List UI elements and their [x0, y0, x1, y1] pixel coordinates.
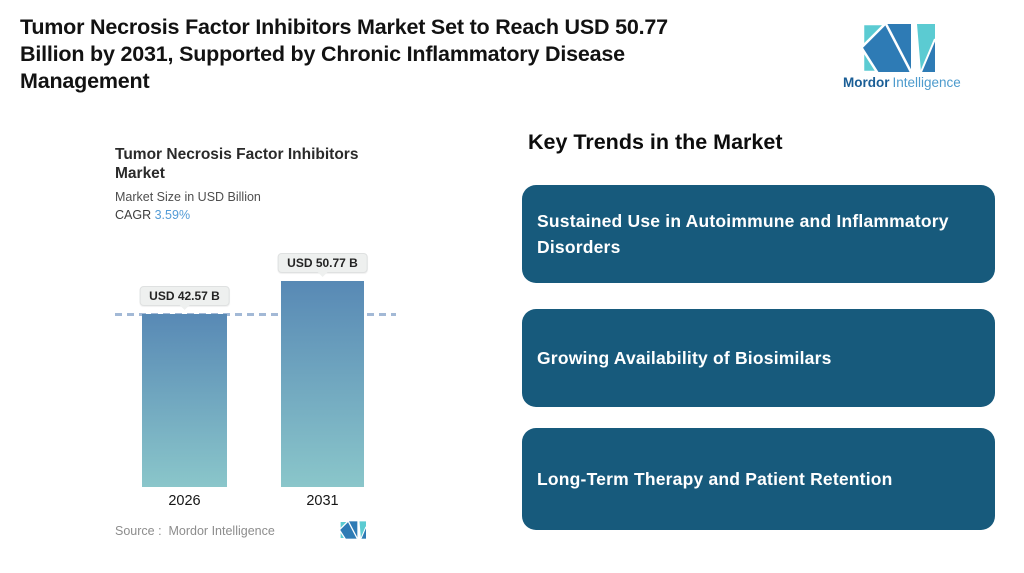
mordor-logo-mini-icon: [340, 520, 366, 540]
page-title-line-2: Billion by 2031, Supported by Chronic In…: [20, 42, 625, 66]
bar-value-label: USD 42.57 B: [139, 286, 230, 306]
brand-name-secondary: Intelligence: [892, 75, 961, 90]
trend-card-autoimmune: Sustained Use in Autoimmune and Inflamma…: [522, 185, 995, 283]
bar-2026: [142, 314, 227, 487]
trend-card-biosimilars: Growing Availability of Biosimilars: [522, 309, 995, 407]
trend-card-retention: Long-Term Therapy and Patient Retention: [522, 428, 995, 530]
x-axis-label: 2026: [168, 493, 201, 509]
page-title-line-3: Management: [20, 69, 150, 93]
reference-dashed-line: [115, 313, 396, 316]
cagr-label: CAGR: [115, 208, 152, 222]
key-trends-heading: Key Trends in the Market: [528, 130, 783, 154]
trend-card-label: Growing Availability of Biosimilars: [537, 347, 832, 368]
brand-name-primary: Mordor: [843, 75, 890, 90]
market-chart-panel: Tumor Necrosis Factor Inhibitors Market …: [115, 145, 405, 545]
mordor-logo: Mordor Intelligence: [843, 24, 961, 90]
bar-chart-plot: USD 42.57 B 2026 USD 50.77 B 2031: [115, 253, 400, 509]
bar-group-2026: USD 42.57 B 2026: [139, 255, 230, 509]
x-axis-label: 2031: [306, 493, 339, 509]
source-label: Source : Mordor Intelligence: [115, 524, 275, 538]
cagr-value: 3.59%: [154, 208, 191, 222]
trend-card-label: Sustained Use in Autoimmune and Inflamma…: [537, 210, 949, 257]
chart-title: Tumor Necrosis Factor Inhibitors Market: [115, 146, 359, 182]
mordor-logo-icon: [863, 24, 935, 72]
bar-2031: [281, 281, 364, 487]
bar-group-2031: USD 50.77 B 2031: [277, 253, 368, 509]
chart-subtitle: Market Size in USD Billion: [115, 190, 261, 204]
bar-value-label: USD 50.77 B: [277, 253, 368, 273]
source-row: Source : Mordor Intelligence: [115, 520, 400, 544]
page-title: Tumor Necrosis Factor Inhibitors Market …: [20, 14, 760, 95]
trend-card-label: Long-Term Therapy and Patient Retention: [537, 468, 893, 489]
page-title-line-1: Tumor Necrosis Factor Inhibitors Market …: [20, 15, 668, 39]
key-trends-panel: Key Trends in the Market Sustained Use i…: [522, 130, 995, 540]
mordor-logo-wordmark: Mordor Intelligence: [843, 75, 961, 90]
chart-cagr: CAGR 3.59%: [115, 208, 405, 222]
